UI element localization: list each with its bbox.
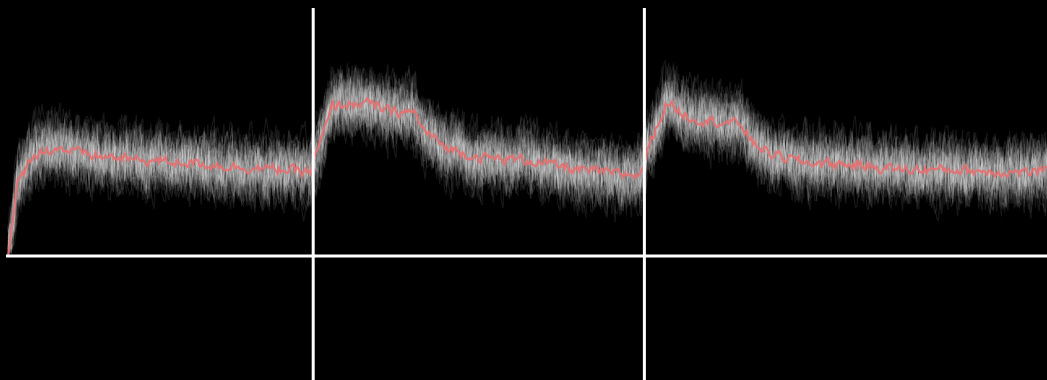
sample-trace bbox=[7, 82, 1047, 250]
sample-trace bbox=[7, 78, 1047, 251]
sample-trace bbox=[7, 66, 1047, 250]
sample-trace bbox=[7, 78, 1047, 240]
sample-trace bbox=[7, 69, 1047, 236]
sample-trace bbox=[7, 67, 1047, 252]
sample-trace bbox=[7, 72, 1047, 253]
sample-trace bbox=[7, 77, 1047, 250]
sample-trace bbox=[7, 58, 1047, 252]
sample-trace bbox=[7, 70, 1047, 242]
sample-trace bbox=[7, 69, 1047, 255]
sample-trace bbox=[7, 62, 1047, 252]
mean-line bbox=[6, 96, 1047, 257]
axes-layer bbox=[6, 8, 1047, 380]
sample-trace bbox=[7, 84, 1047, 239]
sample-trace bbox=[7, 65, 1047, 254]
sample-trace bbox=[7, 83, 1047, 252]
sample-trace bbox=[7, 71, 1047, 254]
sample-trace bbox=[7, 64, 1047, 244]
sample-trace bbox=[7, 79, 1047, 249]
sample-trace bbox=[7, 75, 1047, 250]
sample-trace bbox=[7, 83, 1047, 243]
sample-trace bbox=[7, 81, 1047, 256]
mean-line-layer bbox=[6, 96, 1047, 257]
trace-layer bbox=[7, 58, 1047, 256]
sample-trace bbox=[7, 63, 1047, 250]
sample-trace bbox=[7, 74, 1047, 251]
sample-trace bbox=[7, 66, 1047, 237]
sample-trace bbox=[7, 86, 1047, 248]
sample-trace bbox=[7, 66, 1047, 254]
sample-trace bbox=[7, 67, 1047, 250]
